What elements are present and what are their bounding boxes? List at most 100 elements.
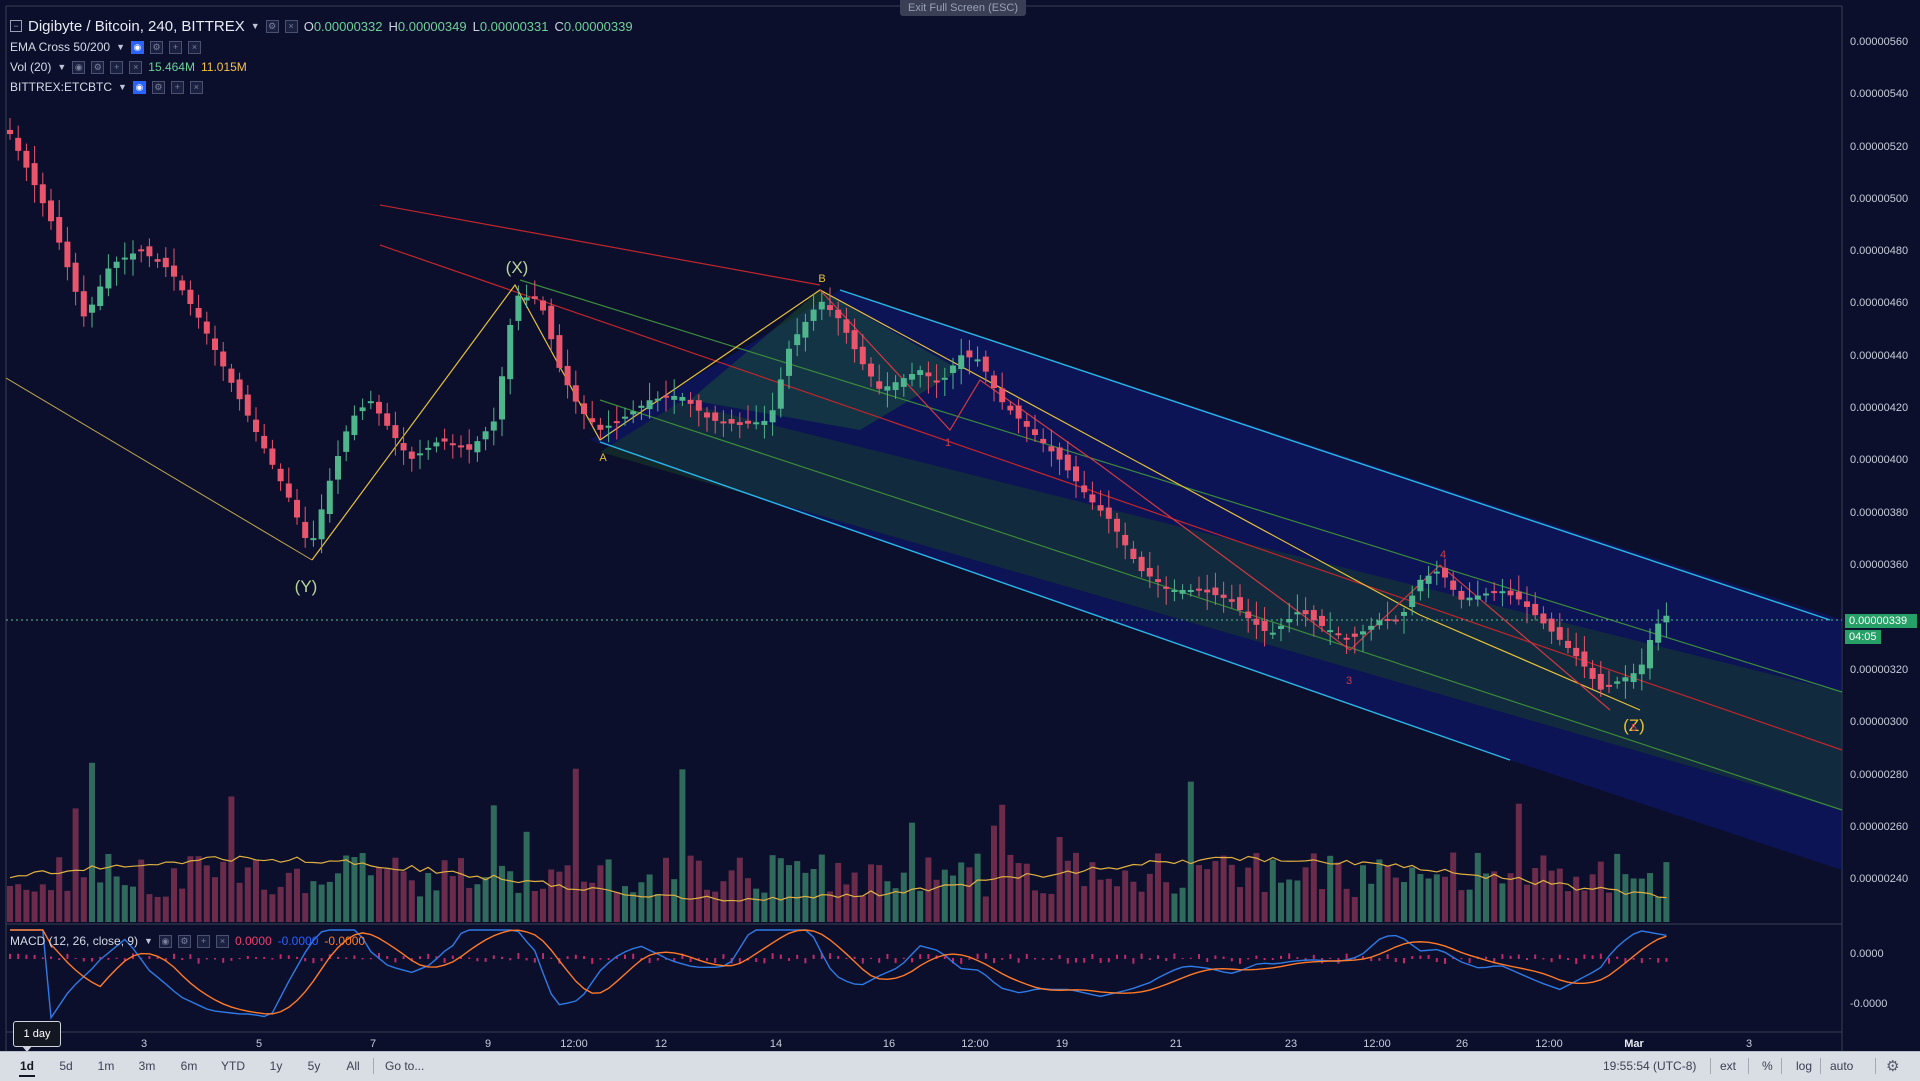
candle-body [417, 453, 423, 456]
macd-signal-line[interactable] [10, 929, 1667, 1015]
compare-label[interactable]: BITTREX:ETCBTC [10, 80, 113, 94]
range-5d-button[interactable]: 5d [59, 1059, 73, 1073]
settings-icon[interactable]: ⚙ [265, 19, 279, 33]
candle-body [179, 280, 186, 291]
range-1m-button[interactable]: 1m [97, 1059, 115, 1073]
symbol-title[interactable]: Digibyte / Bitcoin, 240, BITTREX [28, 17, 245, 35]
macd-hist-bar [583, 956, 585, 959]
plus-icon[interactable]: + [196, 934, 210, 948]
macd-hist-bar [902, 957, 905, 959]
candle-body [1532, 603, 1539, 616]
close-icon[interactable]: × [187, 40, 201, 54]
chevron-down-icon[interactable]: ▼ [57, 62, 67, 72]
triangle-ab-fill[interactable] [690, 290, 960, 430]
close-icon[interactable]: × [129, 60, 143, 74]
candle-body [113, 261, 120, 268]
compare-legend[interactable]: BITTREX:ETCBTC ▼ ◉ ⚙ + × [10, 78, 203, 96]
macd-legend[interactable]: MACD (12, 26, close, 9) ▼ ◉ ⚙ + × 0.0000… [10, 932, 365, 950]
macd-hist-bar [1075, 958, 1077, 963]
volume-bar [687, 855, 694, 922]
channel-upper-line[interactable] [839, 289, 1831, 621]
chart-canvas[interactable]: (X) (Y) (Z) A B 1 3 4 5 0.00000560 0.000… [0, 0, 1920, 1051]
volume-ma-line[interactable] [9, 855, 1667, 902]
channel-lower-line[interactable] [599, 441, 1511, 761]
volume-bar [876, 865, 883, 922]
range-all-button[interactable]: All [346, 1059, 360, 1073]
macd-hist-bar [542, 953, 544, 959]
macd-hist-bar [911, 958, 913, 963]
volume-bar [818, 854, 825, 922]
volume-bar [1269, 859, 1276, 922]
chevron-down-icon[interactable]: ▼ [116, 42, 125, 52]
symbol-legend[interactable]: − Digibyte / Bitcoin, 240, BITTREX ▼ ⚙ ×… [10, 17, 633, 35]
candle-body [212, 338, 218, 350]
eye-icon[interactable]: ◉ [132, 80, 146, 94]
log-scale-toggle[interactable]: log [1796, 1059, 1813, 1073]
volume-bar [1056, 836, 1063, 922]
volume-bar [950, 875, 956, 922]
close-icon[interactable]: × [284, 19, 298, 33]
candle-body [1360, 631, 1366, 635]
gear-icon[interactable]: ⚙ [1886, 1058, 1900, 1075]
close-icon[interactable]: × [189, 80, 203, 94]
plus-icon[interactable]: + [170, 80, 184, 94]
settings-icon[interactable]: ⚙ [149, 40, 163, 54]
volume-legend[interactable]: Vol (20) ▼ ◉ ⚙ + × 15.464M 11.015M [10, 58, 247, 76]
volume-bar [556, 871, 563, 922]
candle-body [1647, 640, 1653, 669]
auto-scale-toggle[interactable]: auto [1830, 1059, 1854, 1073]
range-ytd-button[interactable]: YTD [221, 1059, 245, 1073]
macd-label[interactable]: MACD (12, 26, close, 9) [10, 934, 139, 948]
settings-icon[interactable]: ⚙ [177, 934, 191, 948]
range-5y-button[interactable]: 5y [307, 1059, 321, 1073]
volume-bar [646, 874, 653, 922]
ema-legend[interactable]: EMA Cross 50/200 ▼ ◉ ⚙ + × [10, 38, 201, 56]
collapse-legend-icon[interactable]: − [10, 20, 22, 32]
chevron-down-icon[interactable]: ▼ [250, 21, 260, 31]
candlestick-series[interactable] [7, 118, 1670, 699]
plus-icon[interactable]: + [168, 40, 182, 54]
resistance-red-line[interactable] [379, 204, 821, 286]
macd-hist-bar [238, 958, 241, 960]
goto-date-button[interactable]: Go to... [385, 1059, 425, 1073]
candle-body [1483, 593, 1489, 596]
chevron-down-icon[interactable]: ▼ [144, 936, 153, 946]
close-value: 0.00000339 [563, 18, 633, 34]
plus-icon[interactable]: + [110, 60, 124, 74]
settings-icon[interactable]: ⚙ [91, 60, 105, 74]
price-axis-area[interactable] [1842, 6, 1920, 1051]
volume-bar [1343, 888, 1350, 922]
clock-timezone[interactable]: 19:55:54 (UTC-8) [1603, 1059, 1697, 1073]
macd-hist-bar [1632, 958, 1635, 960]
percent-scale-toggle[interactable]: % [1762, 1059, 1773, 1073]
eye-icon[interactable]: ◉ [72, 60, 86, 74]
eye-icon[interactable]: ◉ [130, 40, 144, 54]
macd-hist-bar [1222, 956, 1225, 959]
candle-body [1466, 597, 1473, 601]
exit-fullscreen-button[interactable]: Exit Full Screen (ESC) [900, 0, 1026, 16]
macd-line[interactable] [10, 929, 1667, 1020]
candle-body [162, 257, 169, 268]
volume-bar [1015, 863, 1022, 922]
range-3m-button[interactable]: 3m [138, 1059, 156, 1073]
ema-label[interactable]: EMA Cross 50/200 [10, 40, 111, 54]
volume-bars[interactable] [7, 762, 1670, 922]
channel-green-lower[interactable] [599, 399, 1843, 811]
extended-hours-toggle[interactable]: ext [1720, 1059, 1737, 1073]
wave-count-path[interactable] [819, 289, 1611, 711]
wave-xyz-path[interactable] [311, 283, 1641, 711]
volume-bar [187, 856, 194, 922]
trend-line-left[interactable] [5, 377, 313, 561]
volume-label[interactable]: Vol (20) [10, 60, 52, 74]
range-6m-button[interactable]: 6m [180, 1059, 198, 1073]
eye-icon[interactable]: ◉ [158, 934, 172, 948]
candle-body [695, 400, 702, 411]
price-label: 0.00000460 [1850, 297, 1908, 309]
chevron-down-icon[interactable]: ▼ [118, 82, 127, 92]
range-1d-button[interactable]: 1d [19, 1058, 35, 1077]
close-icon[interactable]: × [215, 934, 229, 948]
range-1y-button[interactable]: 1y [269, 1059, 283, 1073]
settings-icon[interactable]: ⚙ [151, 80, 165, 94]
median-line[interactable] [379, 244, 1843, 751]
candle-body [1269, 632, 1276, 635]
